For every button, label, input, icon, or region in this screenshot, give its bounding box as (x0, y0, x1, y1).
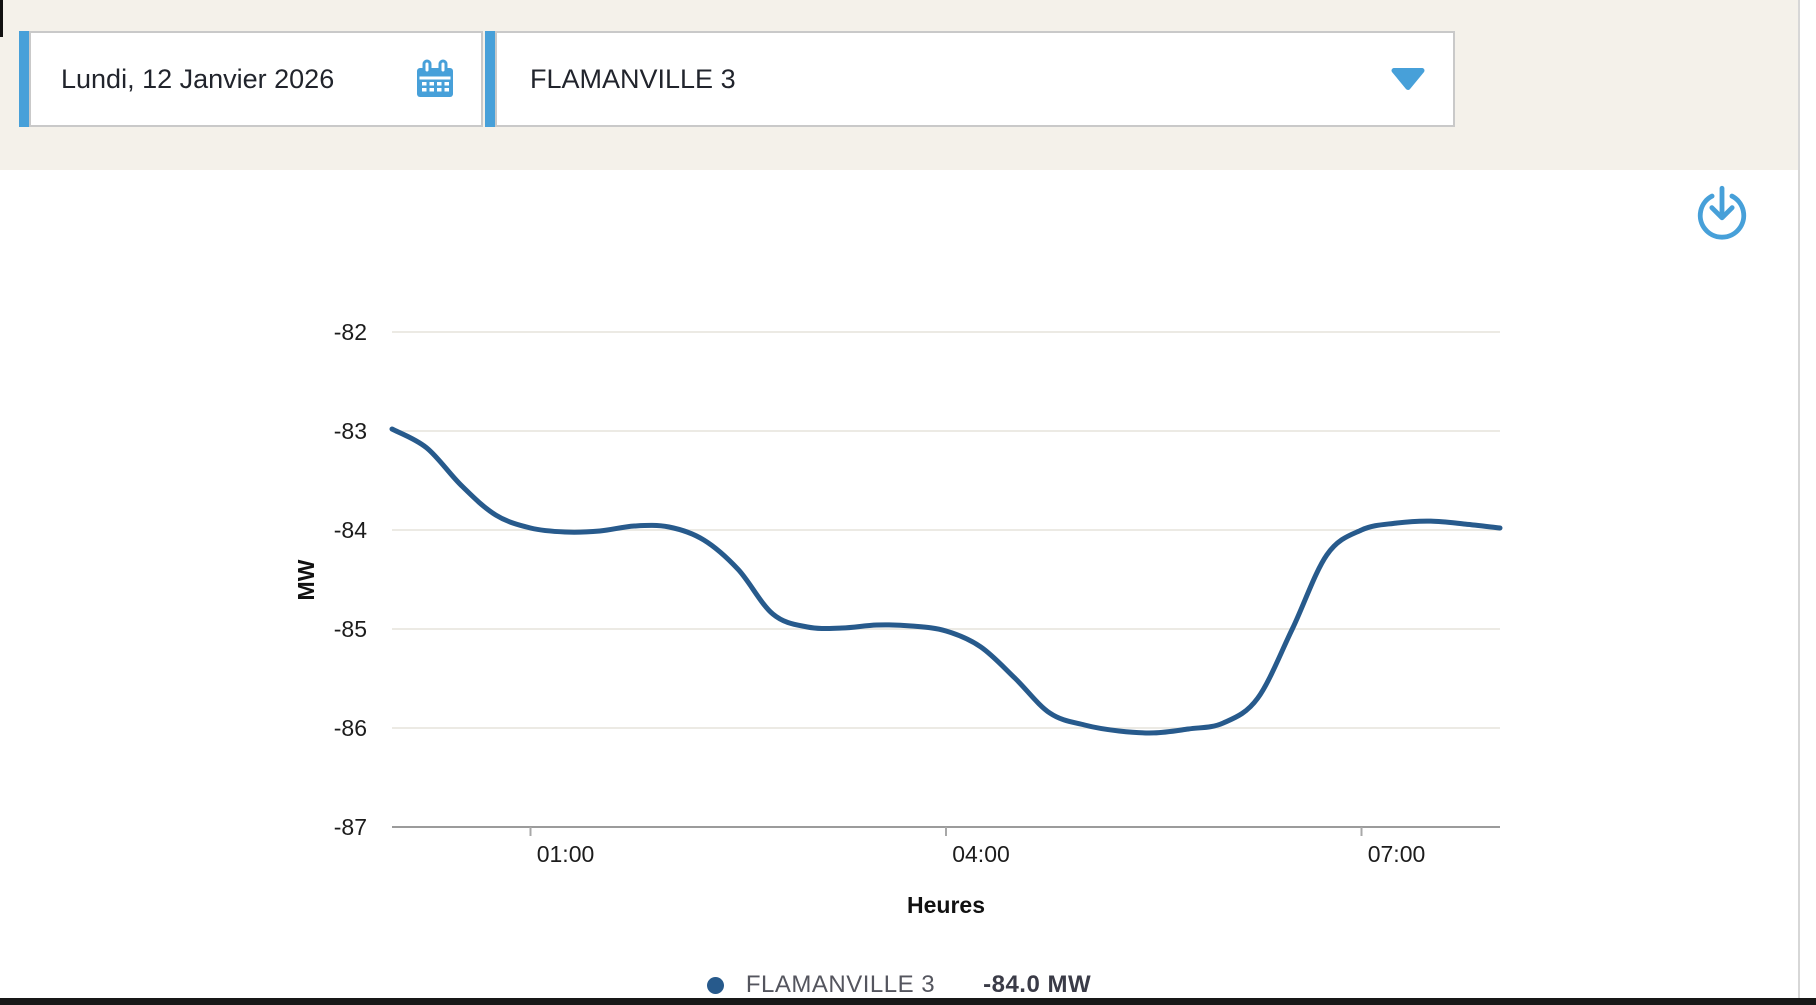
date-picker-accent-bar (19, 31, 29, 127)
download-icon (1693, 184, 1753, 242)
station-dropdown-box[interactable]: FLAMANVILLE 3 (495, 31, 1455, 127)
bottom-border-bar (0, 998, 1816, 1005)
x-tick-label: 04:00 (952, 841, 1010, 867)
legend-series-value: -84.0 MW (983, 971, 1092, 998)
topbar: Lundi, 12 Janvier 2026 (0, 0, 1798, 170)
legend-series-name[interactable]: FLAMANVILLE 3 (745, 971, 936, 998)
x-tick-label: 01:00 (537, 841, 595, 867)
date-picker-box[interactable]: Lundi, 12 Janvier 2026 (29, 31, 483, 127)
series-line (389, 426, 1503, 736)
download-button[interactable] (1693, 184, 1753, 244)
y-tick-label: -83 (334, 418, 367, 444)
x-tick-label: 07:00 (1368, 841, 1426, 867)
y-tick-label: -82 (334, 319, 367, 345)
station-dropdown-selected: FLAMANVILLE 3 (530, 63, 736, 94)
y-tick-label: -84 (334, 517, 367, 543)
calendar-icon (416, 59, 454, 99)
legend-series-dot (706, 976, 724, 994)
date-picker-label: Lundi, 12 Janvier 2026 (61, 63, 335, 94)
y-tick-label: -87 (334, 814, 367, 840)
y-axis-title: MW (293, 559, 319, 600)
window-edge-artifact (0, 0, 3, 37)
dropdown-arrow-icon (1390, 67, 1426, 91)
station-dropdown[interactable]: FLAMANVILLE 3 (485, 31, 1455, 127)
scrollbar-track[interactable] (1798, 0, 1816, 998)
station-dropdown-accent-bar (485, 31, 495, 127)
chart-legend: FLAMANVILLE 3 -84.0 MW (0, 970, 1798, 1000)
y-tick-label: -85 (334, 616, 367, 642)
date-picker[interactable]: Lundi, 12 Janvier 2026 (19, 31, 483, 127)
y-tick-label: -86 (334, 715, 367, 741)
x-axis-title: Heures (907, 892, 985, 918)
